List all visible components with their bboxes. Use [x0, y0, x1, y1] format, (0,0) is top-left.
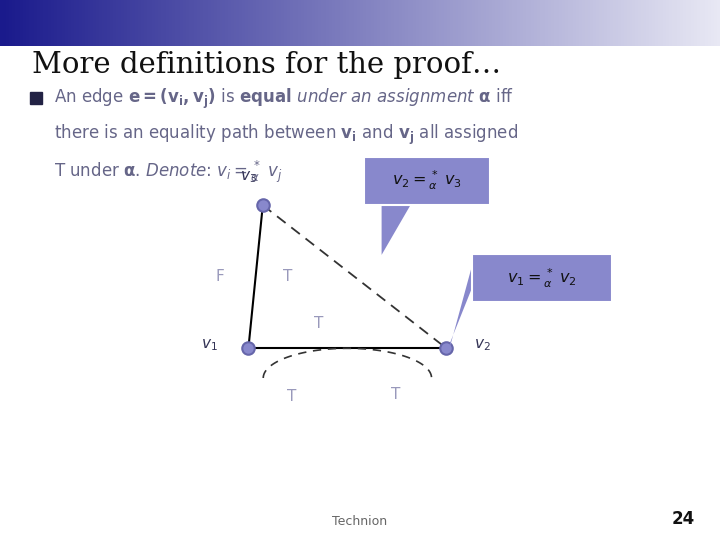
FancyBboxPatch shape	[472, 254, 612, 302]
Polygon shape	[382, 205, 410, 255]
Bar	[30, 92, 42, 104]
Text: T: T	[283, 269, 293, 284]
Text: T: T	[391, 387, 401, 402]
FancyBboxPatch shape	[364, 157, 490, 205]
Text: F: F	[215, 269, 224, 284]
Text: $v_1 =^*_\alpha\ v_2$: $v_1 =^*_\alpha\ v_2$	[507, 267, 577, 289]
Text: $v_2 =^*_\alpha\ v_3$: $v_2 =^*_\alpha\ v_3$	[392, 170, 462, 192]
Text: $v_2$: $v_2$	[474, 338, 490, 354]
Text: 24: 24	[672, 510, 695, 528]
Text: T: T	[287, 389, 297, 404]
Text: More definitions for the proof…: More definitions for the proof…	[32, 51, 502, 79]
Text: Technion: Technion	[333, 515, 387, 528]
Text: An edge $\mathbf{e = (v_i, v_j)}$ is $\mathit{\mathbf{equal}}$ $\mathit{under\ a: An edge $\mathbf{e = (v_i, v_j)}$ is $\m…	[54, 86, 514, 111]
Text: $v_1$: $v_1$	[202, 338, 218, 354]
Text: $v_3$: $v_3$	[240, 169, 257, 185]
Text: there is an equality path between $\mathbf{v_i}$ and $\mathbf{v_j}$ all assigned: there is an equality path between $\math…	[54, 123, 518, 147]
Polygon shape	[450, 267, 472, 347]
Text: T: T	[314, 316, 323, 332]
Text: T under $\mathbf{\alpha}$. $\mathit{Denote}$: $v_i =^*_\alpha\ v_j$: T under $\mathbf{\alpha}$. $\mathit{Deno…	[54, 159, 282, 185]
